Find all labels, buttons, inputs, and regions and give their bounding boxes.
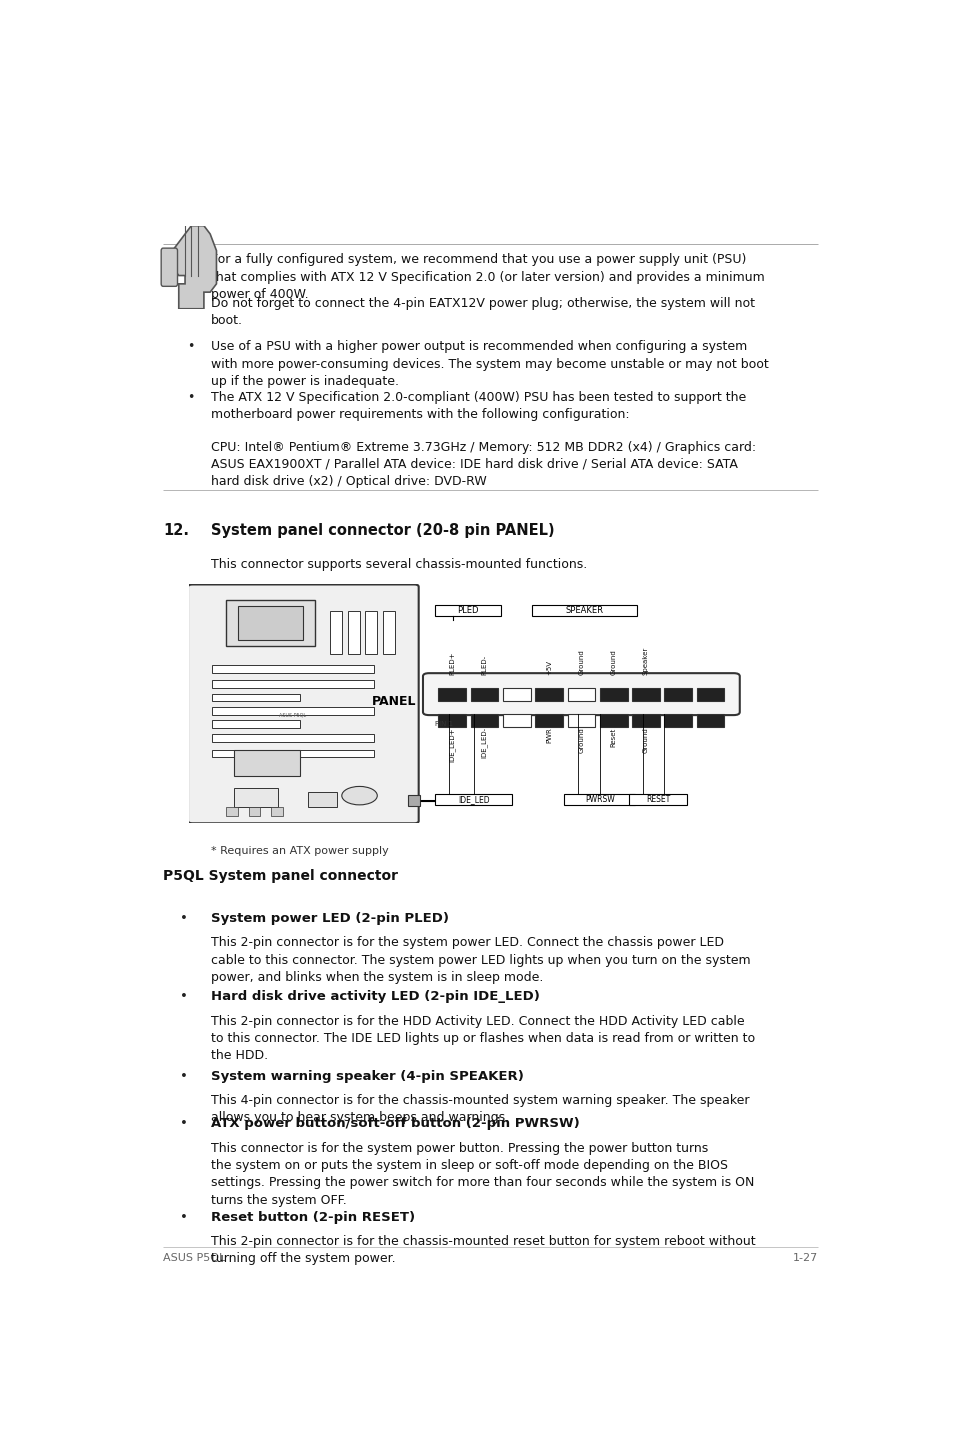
Text: P5QL System panel connector: P5QL System panel connector bbox=[163, 870, 398, 883]
Text: Hard disk drive activity LED (2-pin IDE_LED): Hard disk drive activity LED (2-pin IDE_… bbox=[211, 991, 539, 1004]
Text: This 2-pin connector is for the HDD Activity LED. Connect the HDD Activity LED c: This 2-pin connector is for the HDD Acti… bbox=[211, 1015, 754, 1063]
Text: 1-27: 1-27 bbox=[792, 1252, 818, 1263]
Text: ATX power button/soft-off button (2-pin PWRSW): ATX power button/soft-off button (2-pin … bbox=[211, 1117, 578, 1130]
Text: Use of a PSU with a higher power output is recommended when configuring a system: Use of a PSU with a higher power output … bbox=[211, 341, 768, 388]
Text: Reset button (2-pin RESET): Reset button (2-pin RESET) bbox=[211, 1211, 415, 1224]
Text: •: • bbox=[179, 991, 188, 1004]
Text: Do not forget to connect the 4-pin EATX12V power plug; otherwise, the system wil: Do not forget to connect the 4-pin EATX1… bbox=[211, 298, 754, 328]
Text: * Requires an ATX power supply: * Requires an ATX power supply bbox=[211, 847, 388, 856]
Text: The ATX 12 V Specification 2.0-compliant (400W) PSU has been tested to support t: The ATX 12 V Specification 2.0-compliant… bbox=[211, 391, 745, 421]
Text: This connector supports several chassis-mounted functions.: This connector supports several chassis-… bbox=[211, 558, 586, 571]
Text: System panel connector (20-8 pin PANEL): System panel connector (20-8 pin PANEL) bbox=[211, 523, 554, 538]
Text: •: • bbox=[187, 253, 194, 266]
Text: •: • bbox=[179, 1070, 188, 1083]
Text: •: • bbox=[187, 391, 194, 404]
Text: •: • bbox=[179, 912, 188, 925]
Text: This 2-pin connector is for the chassis-mounted reset button for system reboot w: This 2-pin connector is for the chassis-… bbox=[211, 1235, 755, 1265]
Text: •: • bbox=[187, 298, 194, 311]
Text: ASUS EAX1900XT / Parallel ATA device: IDE hard disk drive / Serial ATA device: S: ASUS EAX1900XT / Parallel ATA device: ID… bbox=[211, 457, 737, 470]
Text: System warning speaker (4-pin SPEAKER): System warning speaker (4-pin SPEAKER) bbox=[211, 1070, 523, 1083]
Text: CPU: Intel® Pentium® Extreme 3.73GHz / Memory: 512 MB DDR2 (x4) / Graphics card:: CPU: Intel® Pentium® Extreme 3.73GHz / M… bbox=[211, 440, 755, 453]
Text: 12.: 12. bbox=[163, 523, 190, 538]
Text: This connector is for the system power button. Pressing the power button turns
t: This connector is for the system power b… bbox=[211, 1142, 753, 1206]
Text: hard disk drive (x2) / Optical drive: DVD-RW: hard disk drive (x2) / Optical drive: DV… bbox=[211, 475, 486, 487]
Text: This 4-pin connector is for the chassis-mounted system warning speaker. The spea: This 4-pin connector is for the chassis-… bbox=[211, 1094, 748, 1125]
Text: •: • bbox=[179, 1211, 188, 1224]
Text: ASUS P5QL: ASUS P5QL bbox=[163, 1252, 226, 1263]
Text: For a fully configured system, we recommend that you use a power supply unit (PS: For a fully configured system, we recomm… bbox=[211, 253, 763, 301]
Text: •: • bbox=[187, 341, 194, 354]
Text: •: • bbox=[179, 1117, 188, 1130]
Text: System power LED (2-pin PLED): System power LED (2-pin PLED) bbox=[211, 912, 448, 925]
Text: This 2-pin connector is for the system power LED. Connect the chassis power LED
: This 2-pin connector is for the system p… bbox=[211, 936, 750, 984]
